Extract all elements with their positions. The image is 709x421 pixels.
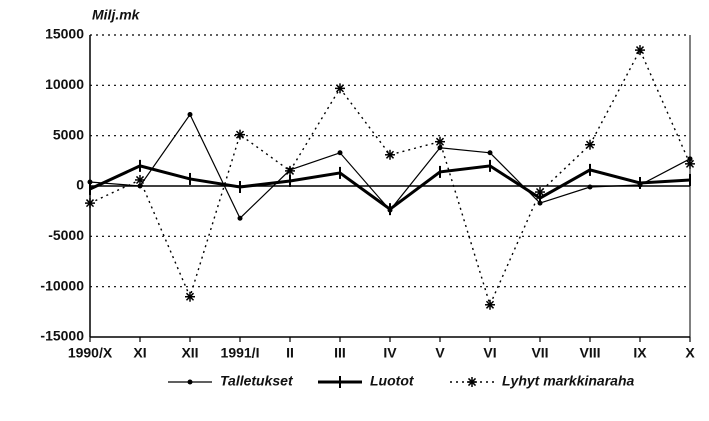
x-tick-label: 1991/I xyxy=(221,345,260,361)
point xyxy=(487,150,493,156)
point xyxy=(467,377,477,387)
x-tick-label: IX xyxy=(633,345,647,361)
point xyxy=(137,183,143,189)
point xyxy=(335,83,345,94)
star-stroke xyxy=(235,130,245,139)
y-tick-label: 5000 xyxy=(53,126,84,142)
x-tick-label: 1990/X xyxy=(68,345,113,361)
star-stroke xyxy=(85,199,95,208)
star-stroke xyxy=(485,300,495,309)
star-stroke xyxy=(585,140,595,149)
legend-label: Talletukset xyxy=(220,373,294,389)
x-tick-label: III xyxy=(334,345,346,361)
star-stroke xyxy=(335,84,345,93)
point xyxy=(87,179,93,185)
x-tick-label: XII xyxy=(181,345,198,361)
star-stroke xyxy=(385,150,395,159)
y-axis-label: Milj.mk xyxy=(92,7,141,23)
point xyxy=(85,198,95,209)
x-tick-label: II xyxy=(286,345,294,361)
point xyxy=(585,139,595,150)
point xyxy=(237,215,243,221)
star-stroke xyxy=(535,187,545,197)
point xyxy=(235,129,245,140)
x-tick-label: VII xyxy=(531,345,548,361)
y-tick-label: 0 xyxy=(76,177,84,193)
y-tick-label: -10000 xyxy=(40,277,84,293)
star-stroke xyxy=(635,46,645,55)
y-tick-label: 15000 xyxy=(45,26,84,42)
series-line xyxy=(89,164,691,212)
point xyxy=(435,136,445,147)
point xyxy=(187,112,193,118)
x-tick-label: IV xyxy=(383,345,397,361)
point xyxy=(535,187,545,198)
point xyxy=(485,299,495,310)
x-tick-label: XI xyxy=(133,345,146,361)
point xyxy=(337,150,343,156)
point xyxy=(635,45,645,56)
point xyxy=(285,165,295,176)
star-stroke xyxy=(285,166,295,175)
star-stroke xyxy=(135,175,145,185)
point xyxy=(185,291,195,302)
point xyxy=(587,184,593,190)
x-tick-label: VIII xyxy=(579,345,600,361)
x-tick-label: V xyxy=(435,345,445,361)
point xyxy=(135,174,145,185)
star-stroke xyxy=(467,377,477,387)
y-tick-label: -15000 xyxy=(40,328,84,344)
legend-label: Luotot xyxy=(370,373,415,389)
legend-label: Lyhyt markkinaraha xyxy=(502,373,634,389)
y-tick-label: -5000 xyxy=(48,227,84,243)
point xyxy=(687,156,693,162)
x-tick-label: X xyxy=(685,345,695,361)
x-tick-label: VI xyxy=(483,345,496,361)
point xyxy=(385,149,395,160)
star-stroke xyxy=(685,159,695,168)
point xyxy=(685,158,695,169)
series-line xyxy=(89,113,691,220)
star-stroke xyxy=(185,292,195,301)
point xyxy=(187,379,193,385)
star-stroke xyxy=(435,137,445,146)
y-tick-label: 10000 xyxy=(45,76,84,92)
